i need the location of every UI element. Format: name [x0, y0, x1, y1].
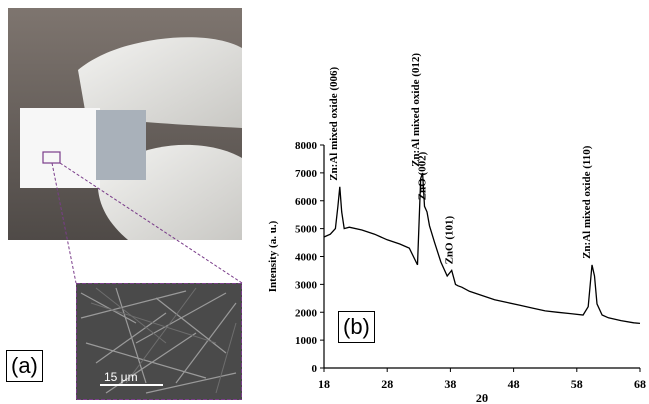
nanowire-texture — [80, 287, 237, 394]
y-tick-label: 5000 — [295, 224, 318, 236]
y-tick-label: 2000 — [295, 307, 318, 319]
y-tick-label: 1000 — [295, 335, 318, 347]
y-tick-label: 8000 — [295, 140, 318, 152]
x-tick-label: 18 — [318, 377, 330, 391]
peak-annotation: ZnO (002) — [416, 151, 428, 200]
y-tick-label: 4000 — [295, 252, 318, 264]
x-tick-label: 48 — [508, 377, 520, 391]
sem-micrograph — [76, 283, 242, 400]
y-tick-label: 3000 — [295, 279, 318, 291]
zoom-region-box — [42, 151, 61, 164]
x-tick-label: 38 — [444, 377, 456, 391]
peak-annotation: Zn:Al mixed oxide (110) — [581, 145, 593, 259]
xrd-series-line — [323, 172, 641, 325]
x-tick-label: 68 — [634, 377, 646, 391]
x-axis-label: 2θ — [476, 391, 488, 404]
y-tick-label: 6000 — [295, 196, 318, 208]
coated-substrate — [96, 110, 146, 180]
peak-annotation: Zn:Al mixed oxide (012) — [410, 53, 422, 167]
peak-annotation: Zn:Al mixed oxide (006) — [328, 66, 340, 180]
x-tick-label: 28 — [381, 377, 393, 391]
y-axis-label: Intensity (a. u.) — [267, 220, 279, 292]
x-tick-label: 58 — [571, 377, 583, 391]
sample-photo — [8, 8, 242, 240]
y-tick-label: 0 — [312, 363, 318, 375]
sem-frame — [76, 283, 242, 400]
peak-annotation: ZnO (101) — [444, 215, 456, 264]
scale-bar-label: 15 μm — [104, 370, 138, 384]
panel-b-label: (b) — [338, 311, 375, 343]
nanowire-texture-dark — [90, 287, 237, 394]
y-tick-label: 7000 — [295, 168, 318, 180]
scale-bar — [100, 384, 163, 386]
upper-glove-finger — [78, 37, 242, 128]
white-substrate — [20, 108, 100, 188]
xrd-chart: 0 1000 2000 3000 4000 5000 6000 7000 8000 18 28 38 4… — [267, 53, 646, 404]
panel-a-label: (a) — [6, 350, 43, 382]
